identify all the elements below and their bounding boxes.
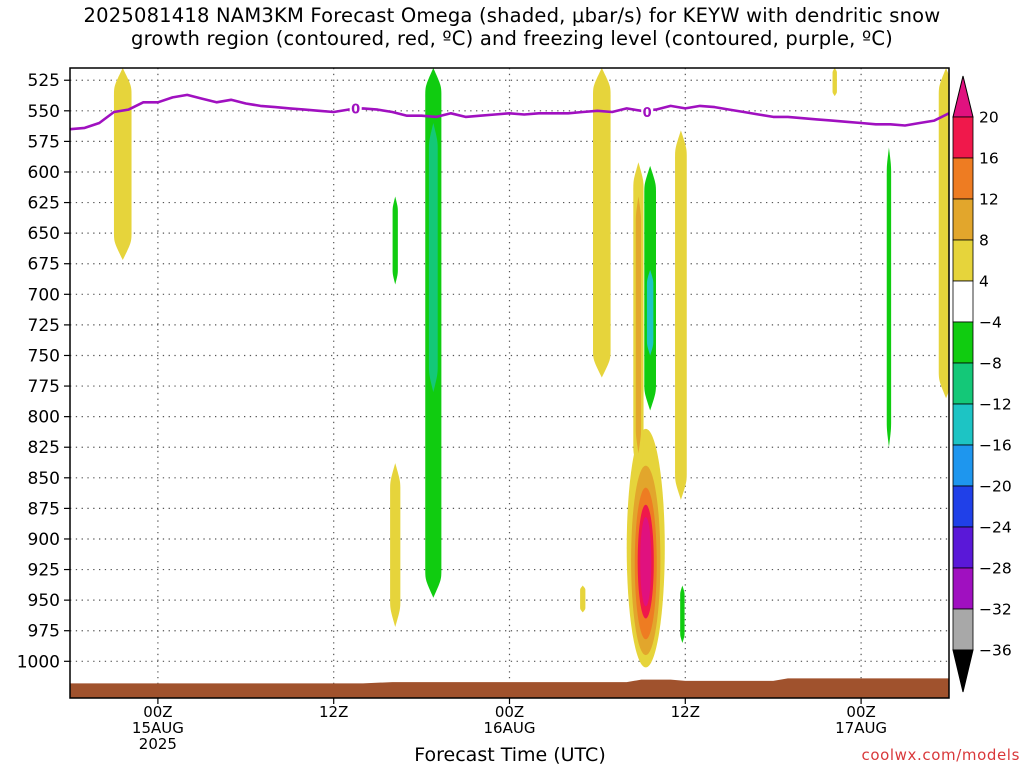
colorbar-bin (952, 198, 974, 241)
y-tick-label: 750 (28, 346, 60, 366)
x-tick-label: 15AUG (132, 719, 184, 737)
freezing-level-line (70, 93, 949, 131)
colorbar-bin (952, 239, 974, 282)
x-tick-label: 16AUG (484, 719, 536, 737)
colorbar-label: −20 (979, 478, 1012, 496)
x-tick-label: 00Z (143, 703, 172, 721)
colorbar-label: −36 (979, 642, 1012, 660)
y-tick-label: 625 (28, 194, 60, 214)
colorbar-label: 16 (979, 150, 999, 168)
chart-title: 2025081418 NAM3KM Forecast Omega (shaded… (0, 4, 1024, 50)
omega-contour-pos20 (640, 516, 652, 607)
omega-contour-neg12 (646, 269, 654, 356)
y-tick-label: 900 (28, 530, 60, 550)
x-tick-label: 00Z (495, 703, 524, 721)
omega-contour-neg4 (392, 196, 398, 285)
x-tick-label: 00Z (846, 703, 875, 721)
colorbar-label: 20 (979, 109, 999, 127)
terrain-fill (70, 678, 949, 698)
omega-contour-neg4 (680, 585, 685, 643)
colorbar-label: −8 (979, 355, 1002, 373)
chart-title-line-2: growth region (contoured, red, ºC) and f… (131, 27, 893, 50)
colorbar: 20 16 12 8 4 −4 −8 −12 −16 −20 −24 −28 −32 −36 (952, 75, 1012, 693)
y-tick-label: 1000 (17, 652, 60, 672)
colorbar-label: −12 (979, 396, 1012, 414)
y-tick-label: 675 (28, 255, 60, 275)
colorbar-label: −4 (979, 314, 1002, 332)
credit-text: coolwx.com/models (861, 746, 1020, 764)
omega-contour-neg4 (886, 147, 892, 448)
x-tick-label: 12Z (671, 703, 700, 721)
colorbar-label: 4 (979, 273, 989, 291)
colorbar-bin (952, 567, 974, 610)
freezing-level-label-bg (641, 104, 654, 121)
y-tick-label: 525 (28, 71, 60, 91)
colorbar-bin (952, 485, 974, 528)
y-tick-label: 975 (28, 622, 60, 642)
omega-contour-pos8 (635, 196, 642, 454)
colorbar-bin (952, 362, 974, 405)
y-tick-label: 800 (28, 408, 60, 428)
omega-contour-pos4 (390, 463, 401, 628)
colorbar-bin (952, 403, 974, 446)
y-tick-label: 825 (28, 438, 60, 458)
y-axis: 525 550 575 600 625 650 675 700 725 750 775 800 825 8… (17, 71, 70, 672)
colorbar-bottom-triangle (952, 649, 974, 693)
colorbar-label: −16 (979, 437, 1012, 455)
y-tick-label: 775 (28, 377, 60, 397)
omega-contour-pos4 (593, 68, 611, 378)
colorbar-bin (952, 526, 974, 569)
colorbar-bin (952, 280, 974, 323)
x-tick-label: 17AUG (835, 719, 887, 737)
omega-contour-pos4 (113, 68, 132, 261)
colorbar-label: −24 (979, 519, 1012, 537)
omega-contour-pos4 (832, 68, 837, 97)
y-tick-label: 550 (28, 102, 60, 122)
omega-shading (113, 68, 949, 668)
omega-contour-pos4 (675, 130, 687, 500)
colorbar-label: −28 (979, 560, 1012, 578)
terrain (70, 678, 949, 698)
colorbar-top-triangle (952, 75, 974, 118)
freezing-level-label: 0 (351, 102, 360, 117)
chart-title-line-1: 2025081418 NAM3KM Forecast Omega (shaded… (83, 4, 941, 27)
x-tick-label: 12Z (319, 703, 348, 721)
y-tick-label: 650 (28, 224, 60, 244)
omega-contour-pos4 (938, 68, 949, 399)
colorbar-bin (952, 116, 974, 159)
y-tick-label: 725 (28, 316, 60, 336)
colorbar-bin (952, 444, 974, 487)
colorbar-label: −32 (979, 601, 1012, 619)
y-tick-label: 700 (28, 285, 60, 305)
omega-contour-neg8 (428, 123, 438, 393)
omega-contour-pos4 (580, 585, 586, 613)
freezing-level-label-bg (349, 100, 362, 117)
plot-background (70, 68, 949, 698)
y-tick-label: 875 (28, 499, 60, 519)
freezing-level-label: 0 (643, 106, 652, 121)
y-tick-label: 950 (28, 591, 60, 611)
x-tick-label: 2025 (139, 735, 177, 753)
colorbar-bin (952, 321, 974, 364)
y-tick-label: 575 (28, 132, 60, 152)
y-tick-label: 850 (28, 469, 60, 489)
colorbar-label: 12 (979, 191, 999, 209)
colorbar-label: 8 (979, 232, 989, 250)
y-tick-label: 600 (28, 163, 60, 183)
y-tick-label: 925 (28, 561, 60, 581)
x-axis-label: Forecast Time (UTC) (414, 744, 606, 766)
colorbar-bin (952, 157, 974, 200)
colorbar-bin (952, 608, 974, 651)
